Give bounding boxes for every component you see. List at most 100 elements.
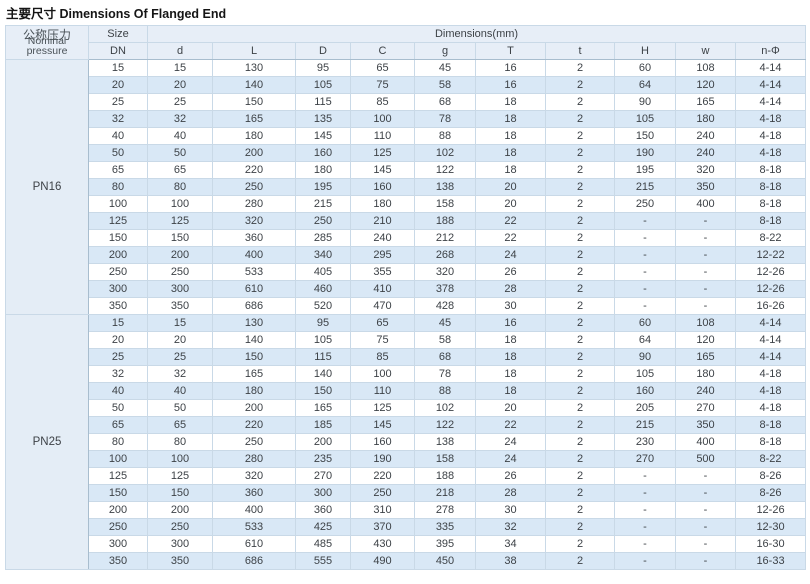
dimension-cell: 350 xyxy=(675,178,736,197)
dimension-cell: 145 xyxy=(295,127,351,146)
dimension-cell: 2 xyxy=(545,314,615,333)
dimension-cell: 2 xyxy=(545,348,615,367)
dimension-cell: 22 xyxy=(475,416,546,435)
table-row: 150 150 360 300 250 218 28 2- -8-26 xyxy=(6,484,807,503)
dimension-cell: 2 xyxy=(545,399,615,418)
dimension-cell: 405 xyxy=(295,263,351,282)
table-row: 100 100 280 215 180 158 20 2 250 400 8-18 xyxy=(6,195,807,214)
table-row: 32 32 165 135 100 78 18 2 105 180 4-18 xyxy=(6,110,807,129)
dimension-cell: - xyxy=(675,212,736,231)
dimension-cell: 16 xyxy=(475,314,546,333)
dimension-cell: 610 xyxy=(212,535,296,554)
dimension-cell: 2 xyxy=(545,280,615,299)
dimension-cell: 12-26 xyxy=(734,501,807,520)
dimension-cell: 108 xyxy=(675,59,736,78)
dimension-cell: 122 xyxy=(414,416,476,435)
dimension-cell: 500 xyxy=(675,450,736,469)
dimension-cell: 16-26 xyxy=(734,297,807,316)
dimension-cell: 320 xyxy=(212,212,296,231)
column-header-T: T xyxy=(475,42,546,61)
dn-cell: 150 xyxy=(88,484,148,503)
dimension-cell: 115 xyxy=(295,93,351,112)
dimension-cell: - xyxy=(675,229,736,248)
dimension-cell: 8-18 xyxy=(734,195,807,214)
dimension-cell: 40 xyxy=(147,127,213,146)
dimension-cell: 212 xyxy=(414,229,476,248)
dimension-cell: - xyxy=(675,467,736,486)
dimension-cell: 686 xyxy=(212,297,296,316)
dimension-cell: 310 xyxy=(350,501,415,520)
dimension-cell: 120 xyxy=(675,331,736,350)
dimension-cell: 160 xyxy=(350,178,415,197)
dimension-cell: 165 xyxy=(212,365,296,384)
dimension-cell: 105 xyxy=(295,331,351,350)
table-row: 350 350 686 520 470 428 30 2- -16-26 xyxy=(6,297,807,316)
dimension-cell: 108 xyxy=(675,314,736,333)
dimension-cell: 16-33 xyxy=(734,552,807,571)
dimension-cell: 360 xyxy=(295,501,351,520)
column-header-D: D xyxy=(295,42,351,61)
dimension-cell: 400 xyxy=(212,501,296,520)
table-row: 250 250 533 405 355 320 26 2- -12-26 xyxy=(6,263,807,282)
dimension-cell: 64 xyxy=(614,331,676,350)
table-row: 32 32 165 140 100 78 18 2 105 180 4-18 xyxy=(6,365,807,384)
dimension-cell: 20 xyxy=(475,178,546,197)
dimension-cell: 320 xyxy=(675,161,736,180)
header-row-top: 公称压力 Nominal pressure Size Dimensions(mm… xyxy=(5,25,807,61)
dimension-cell: 105 xyxy=(614,365,676,384)
table-row: 25 25 150 115 85 68 18 2 90 165 4-14 xyxy=(6,348,807,367)
dimension-cell: 400 xyxy=(675,433,736,452)
dimension-cell: - xyxy=(614,467,676,486)
dimension-cell: 45 xyxy=(414,314,476,333)
dimension-cell: 20 xyxy=(147,76,213,95)
column-header-dn: DN xyxy=(88,42,148,61)
dimension-cell: 125 xyxy=(147,467,213,486)
dimension-cell: 18 xyxy=(475,348,546,367)
dimension-cell: 235 xyxy=(295,450,351,469)
dimension-cell: 88 xyxy=(414,382,476,401)
dimension-cell: 180 xyxy=(295,161,351,180)
dimension-cell: 18 xyxy=(475,382,546,401)
dimension-cell: 2 xyxy=(545,127,615,146)
dimension-cell: 320 xyxy=(414,263,476,282)
dimension-cell: 278 xyxy=(414,501,476,520)
dn-cell: 100 xyxy=(88,450,148,469)
dimension-cell: 180 xyxy=(212,127,296,146)
dimension-cell: - xyxy=(614,212,676,231)
dimension-cell: 78 xyxy=(414,365,476,384)
column-header-L: L xyxy=(212,42,296,61)
dimension-cell: 295 xyxy=(350,246,415,265)
dimension-cell: 270 xyxy=(295,467,351,486)
dimension-cell: 555 xyxy=(295,552,351,571)
dimension-cell: 78 xyxy=(414,110,476,129)
dimension-cell: - xyxy=(614,246,676,265)
dimension-cell: 16-30 xyxy=(734,535,807,554)
dn-cell: 100 xyxy=(88,195,148,214)
table-row: 300 300 610 485 430 395 34 2- -16-30 xyxy=(6,535,807,554)
dn-cell: 40 xyxy=(88,382,148,401)
dimension-cell: 205 xyxy=(614,399,676,418)
dimension-cell: 2 xyxy=(545,382,615,401)
dimension-cell: - xyxy=(675,501,736,520)
dimension-cell: 2 xyxy=(545,467,615,486)
dimension-cell: 28 xyxy=(475,280,546,299)
dimension-cell: 195 xyxy=(614,161,676,180)
dimension-cell: 165 xyxy=(675,93,736,112)
table-header: 公称压力 Nominal pressure Size Dimensions(mm… xyxy=(5,25,807,61)
dimension-cell: - xyxy=(675,518,736,537)
dimension-cell: 350 xyxy=(147,552,213,571)
dimension-cell: 22 xyxy=(475,229,546,248)
dimension-cell: 340 xyxy=(295,246,351,265)
dimension-cell: 2 xyxy=(545,433,615,452)
dimension-cell: 4-18 xyxy=(734,365,807,384)
dimension-cell: 80 xyxy=(147,178,213,197)
dimension-cell: 2 xyxy=(545,246,615,265)
dimension-cell: 410 xyxy=(350,280,415,299)
dimension-cell: 270 xyxy=(675,399,736,418)
dimension-cell: 2 xyxy=(545,161,615,180)
dimension-cell: 300 xyxy=(147,535,213,554)
dimension-cell: 32 xyxy=(475,518,546,537)
dimension-cell: - xyxy=(614,552,676,571)
dimension-cell: 425 xyxy=(295,518,351,537)
dimension-cell: 18 xyxy=(475,365,546,384)
